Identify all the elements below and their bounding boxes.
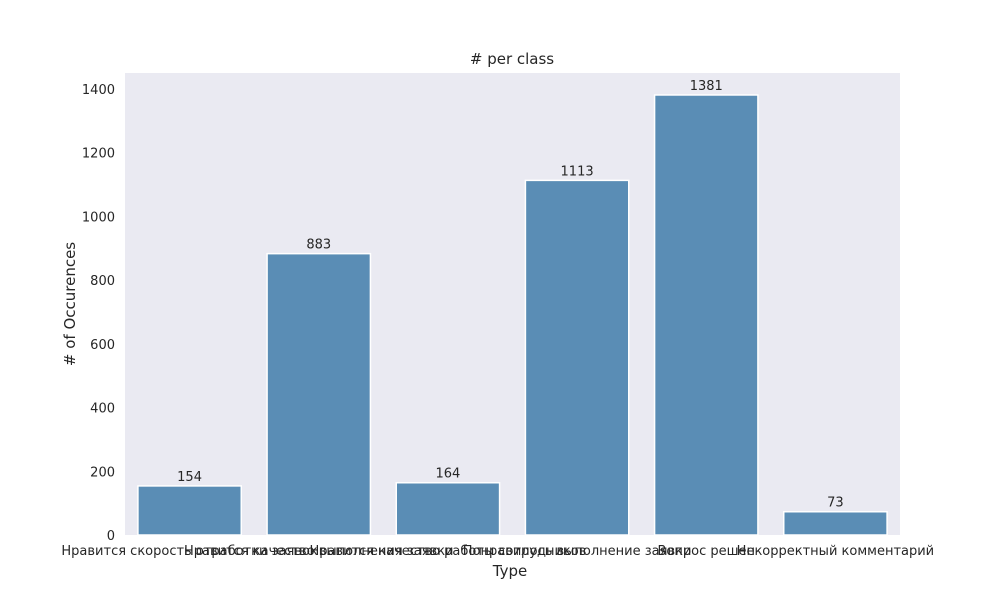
x-tick-label-2: Нравится качество выполнения заявки xyxy=(184,544,454,559)
data-label-2: 883 xyxy=(306,238,331,253)
data-labels: 154 883 164 1113 1381 73 xyxy=(177,79,844,511)
y-tick-label-1000: 1000 xyxy=(82,210,115,225)
x-axis-labels: Нравится скорость отработки заявокНравит… xyxy=(61,544,934,559)
x-tick-label-6: Некорректный комментарий xyxy=(737,544,934,559)
x-tick-label-4: Понравилось выполнение заявки xyxy=(463,544,692,559)
y-axis-title: # of Occurences xyxy=(61,242,79,366)
y-tick-label-400: 400 xyxy=(90,402,115,417)
chart-title: # per class xyxy=(470,50,554,68)
plot-area xyxy=(125,73,900,535)
bar-4 xyxy=(524,179,630,536)
bars xyxy=(137,94,888,536)
data-label-1: 154 xyxy=(177,470,202,485)
y-tick-label-0: 0 xyxy=(107,529,115,544)
y-tick-label-1400: 1400 xyxy=(82,83,115,98)
x-tick-label-5: Вопрос решен xyxy=(658,544,756,559)
y-axis-ticks: 0 200 400 600 800 1000 1200 1400 xyxy=(82,83,115,544)
bar-6 xyxy=(783,510,888,536)
y-tick-label-200: 200 xyxy=(90,465,115,480)
x-axis-title: Type xyxy=(492,562,527,580)
data-label-5: 1381 xyxy=(690,79,723,94)
y-tick-label-600: 600 xyxy=(90,338,115,353)
bar-5 xyxy=(653,94,759,536)
bar-3 xyxy=(395,481,501,536)
data-label-3: 164 xyxy=(436,467,461,482)
x-tick-label-3: Нравится качество работы сотрудников xyxy=(309,544,586,559)
bar-2 xyxy=(266,252,372,536)
y-tick-label-1200: 1200 xyxy=(82,147,115,162)
bar-1 xyxy=(137,485,243,536)
y-tick-label-800: 800 xyxy=(90,274,115,289)
x-tick-label-1: Нравится скорость отработки заявок xyxy=(61,544,317,559)
data-label-6: 73 xyxy=(827,496,844,511)
data-label-4: 1113 xyxy=(561,164,594,179)
